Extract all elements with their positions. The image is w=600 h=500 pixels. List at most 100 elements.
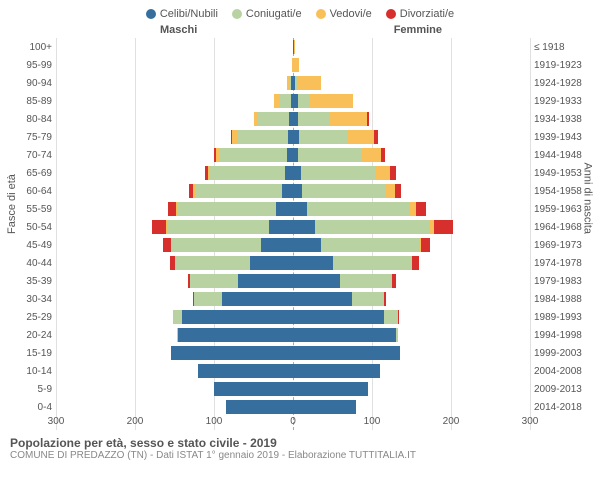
age-label: 100+ [10,42,52,53]
age-label: 0-4 [10,402,52,413]
age-label: 30-34 [10,294,52,305]
bar-segment [298,148,361,162]
bar-segment [293,256,333,270]
age-row: 0-4 2014-2018 [10,398,590,416]
bar-segment [293,400,356,414]
age-row: 55-591959-1963 [10,200,590,218]
chart-container: Celibi/NubiliConiugati/eVedovi/eDivorzia… [0,0,600,500]
x-tick-label: 300 [522,416,539,427]
birth-year-label: 1949-1953 [534,168,590,179]
bar-segment [329,112,367,126]
bar-male [193,292,293,306]
legend-swatch [232,9,242,19]
bar-segment [175,256,250,270]
bar-male [274,94,293,108]
x-tick-label: 200 [443,416,460,427]
bar-segment [177,202,276,216]
bar-segment [395,184,401,198]
bar-segment [315,220,430,234]
bar-segment [226,400,293,414]
bar-segment [421,238,430,252]
bar-segment [210,166,285,180]
birth-year-label: 1999-2003 [534,348,590,359]
age-label: 55-59 [10,204,52,215]
bar-segment [220,148,287,162]
birth-year-label: 1994-1998 [534,330,590,341]
bar-female [293,274,396,288]
birth-year-label: 1989-1993 [534,312,590,323]
x-tick-label: 200 [127,416,144,427]
age-label: 50-54 [10,222,52,233]
bar-segment [190,274,237,288]
x-axis: 3002001000100200300 [10,416,590,430]
chart-title: Popolazione per età, sesso e stato civil… [10,436,590,450]
bar-segment [412,256,418,270]
birth-year-label: 2014-2018 [534,402,590,413]
age-label: 5-9 [10,384,52,395]
legend-swatch [386,9,396,19]
bar-female [293,292,386,306]
birth-year-label: 1969-1973 [534,240,590,251]
bar-segment [361,148,381,162]
age-row: 45-491969-1973 [10,236,590,254]
bar-female [293,328,398,342]
birth-year-label: 1934-1938 [534,114,590,125]
bar-segment [352,292,384,306]
bar-segment [214,382,293,396]
bar-segment [285,166,293,180]
bar-segment [293,220,315,234]
bar-segment [321,238,420,252]
bar-male [163,238,293,252]
age-label: 75-79 [10,132,52,143]
bar-segment [416,202,425,216]
age-label: 35-39 [10,276,52,287]
legend-label: Coniugati/e [246,8,302,20]
bar-segment [293,184,302,198]
x-tick-label: 0 [290,416,296,427]
bar-segment [279,94,292,108]
chart-subtitle: COMUNE DI PREDAZZO (TN) - Dati ISTAT 1° … [10,450,590,461]
birth-year-label: 1924-1928 [534,78,590,89]
bar-segment [434,220,454,234]
bar-segment [385,184,394,198]
age-row: 40-441974-1978 [10,254,590,272]
age-row: 90-94 1924-1928 [10,74,590,92]
bar-segment [396,328,398,342]
bar-segment [299,130,346,144]
bar-female [293,94,353,108]
bar-segment [392,274,396,288]
bar-segment [302,184,385,198]
age-row: 25-291989-1993 [10,308,590,326]
bar-segment [182,310,293,324]
bar-segment [307,202,410,216]
bar-female [293,40,295,54]
bar-segment [293,346,400,360]
bar-segment [293,328,396,342]
bar-segment [293,166,301,180]
bar-female [293,166,396,180]
bar-female [293,58,299,72]
bar-female [293,148,385,162]
bar-female [293,184,401,198]
x-tick-label: 300 [48,416,65,427]
age-row: 95-991919-1923 [10,56,590,74]
age-label: 60-64 [10,186,52,197]
bar-male [198,364,293,378]
bar-segment [152,220,166,234]
birth-year-label: 1964-1968 [534,222,590,233]
age-row: 30-341984-1988 [10,290,590,308]
bar-male [173,310,293,324]
bar-female [293,238,430,252]
bar-female [293,382,368,396]
bar-female [293,130,378,144]
bar-segment [282,184,293,198]
bar-segment [195,184,282,198]
age-row: 80-841934-1938 [10,110,590,128]
bar-male [254,112,293,126]
bar-segment [222,292,293,306]
x-tick-label: 100 [206,416,223,427]
bar-segment [398,310,399,324]
bar-male [152,220,293,234]
bar-female [293,112,369,126]
age-label: 90-94 [10,78,52,89]
